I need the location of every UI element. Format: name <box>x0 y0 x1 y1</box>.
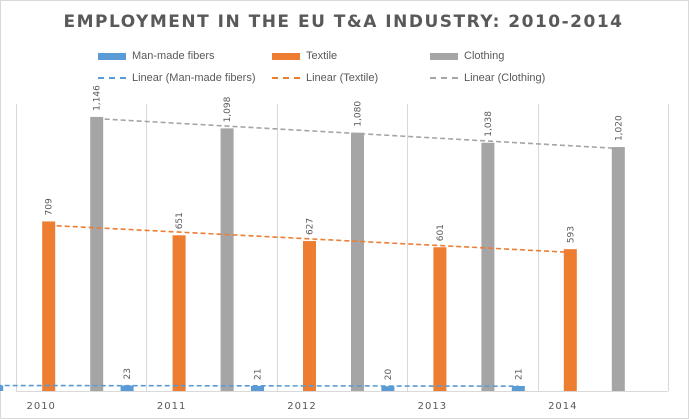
legend-item-clothing: Clothing <box>430 48 504 64</box>
trendline-man-made-fibers <box>0 384 519 387</box>
legend-label-clothing: Clothing <box>464 50 505 62</box>
bar-clothing-2013 <box>481 142 495 391</box>
x-tick-label: 2010 <box>26 401 55 412</box>
x-tick-label: 2012 <box>287 401 316 412</box>
data-label: 709 <box>45 198 55 215</box>
legend-dash-linear-man-made-fibers <box>98 77 126 79</box>
bar-man-made-fibers-2010 <box>0 385 4 391</box>
legend-item-linear-textile: Linear (Textile) <box>272 70 378 86</box>
bar-textile-2012 <box>303 241 316 391</box>
data-label: 1,038 <box>484 111 494 137</box>
legend: Man-made fibers Textile Clothing Linear … <box>0 48 687 92</box>
chart-title: EMPLOYMENT IN THE EU T&A INDUSTRY: 2010-… <box>63 12 624 32</box>
bar-clothing-2014 <box>611 147 625 391</box>
legend-swatch-clothing <box>430 52 458 60</box>
bar-man-made-fibers-2014 <box>511 385 525 391</box>
data-label: 1,020 <box>614 115 624 141</box>
trendline-textile <box>48 224 571 254</box>
x-tick-label: 2013 <box>418 401 447 412</box>
legend-item-man-made-fibers: Man-made fibers <box>98 48 215 64</box>
bar-clothing-2012 <box>351 132 364 391</box>
legend-item-linear-clothing: Linear (Clothing) <box>430 70 545 86</box>
legend-label-man-made-fibers: Man-made fibers <box>132 50 215 62</box>
trendline-clothing <box>96 117 619 150</box>
x-tick-label: 2014 <box>548 401 577 412</box>
data-label: 601 <box>436 224 446 241</box>
legend-item-linear-man-made-fibers: Linear (Man-made fibers) <box>98 70 256 86</box>
bar-man-made-fibers-2013 <box>381 386 395 391</box>
bar-man-made-fibers-2011 <box>120 385 134 391</box>
legend-label-textile: Textile <box>306 50 338 62</box>
data-label: 627 <box>306 218 316 235</box>
legend-item-textile: Textile <box>272 48 337 64</box>
bar-man-made-fibers-2012 <box>251 385 264 391</box>
bar-clothing-2011 <box>220 128 234 391</box>
data-label: 1,098 <box>223 96 233 122</box>
legend-swatch-textile <box>272 52 300 60</box>
data-label: 23 <box>123 368 133 379</box>
legend-swatch-man-made-fibers <box>98 52 126 60</box>
bar-textile-2011 <box>172 235 186 391</box>
x-tick-label: 2011 <box>157 401 186 412</box>
bar-textile-2014 <box>563 249 577 391</box>
legend-label-linear-man-made-fibers: Linear (Man-made fibers) <box>132 72 256 84</box>
data-label: 593 <box>566 226 576 243</box>
data-label: 20 <box>384 368 394 380</box>
data-label: 23 <box>0 368 3 379</box>
bar-textile-2013 <box>433 247 447 391</box>
data-label: 21 <box>514 369 524 380</box>
bar-clothing-2010 <box>90 116 104 391</box>
data-label: 651 <box>175 212 185 229</box>
bar-textile-2010 <box>42 221 56 391</box>
data-label: 1,080 <box>354 101 364 127</box>
legend-dash-linear-clothing <box>430 77 458 79</box>
legend-label-linear-textile: Linear (Textile) <box>306 72 379 84</box>
legend-dash-linear-textile <box>272 77 300 79</box>
legend-label-linear-clothing: Linear (Clothing) <box>464 72 546 84</box>
data-label: 1,146 <box>93 85 103 111</box>
data-label: 21 <box>254 369 264 380</box>
